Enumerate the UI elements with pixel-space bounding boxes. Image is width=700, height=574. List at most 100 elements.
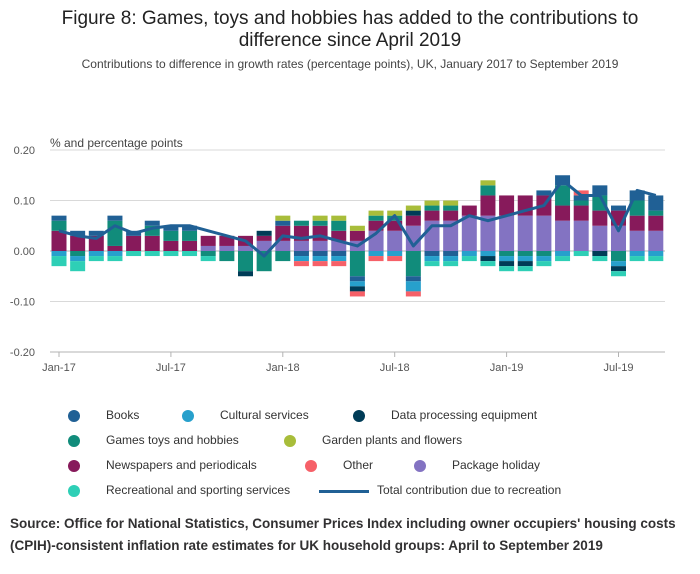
bar-segment: [555, 220, 571, 251]
bar-segment: [182, 230, 198, 241]
bar-segment: [592, 210, 608, 226]
bar-segment: [405, 215, 421, 226]
bar-segment: [648, 215, 664, 231]
bar-segment: [331, 261, 347, 267]
x-tick-label: Jan-18: [266, 362, 300, 374]
bar-segment: [144, 220, 160, 226]
bar-segment: [611, 251, 626, 262]
bar-segment: [424, 256, 440, 262]
bar-segment: [331, 220, 347, 231]
x-tick-label: Jan-19: [490, 362, 524, 374]
bar-segment: [275, 251, 291, 262]
bar-segment: [648, 256, 664, 262]
bar-segment: [517, 266, 533, 272]
chart-title-line-2: difference since April 2019: [238, 30, 462, 51]
bar-segment: [648, 195, 664, 211]
bar-segment: [443, 200, 459, 206]
bar-segment: [126, 251, 142, 257]
bar-segment: [70, 235, 86, 251]
bar-segment: [592, 251, 608, 257]
y-tick-label: 0.20: [14, 145, 35, 157]
bar-segment: [648, 210, 664, 216]
bar-segment: [517, 251, 533, 257]
bar-segment: [349, 286, 365, 292]
bar-segment: [144, 225, 160, 236]
bar-segment: [70, 261, 86, 272]
bar-segment: [163, 251, 179, 257]
source-note: Source: Office for National Statistics, …: [10, 516, 676, 553]
bar-segment: [480, 251, 496, 257]
bar-segment: [219, 251, 235, 262]
x-tick-label: Jul-17: [156, 362, 186, 374]
bar-segment: [349, 251, 365, 277]
bar-segment: [499, 256, 515, 262]
bar-segment: [312, 251, 328, 257]
bar-segment: [163, 230, 179, 241]
bar-segment: [312, 240, 328, 251]
bar-segment: [107, 245, 123, 251]
bar-segment: [368, 256, 384, 262]
bar-segment: [88, 251, 104, 257]
bar-segment: [200, 235, 216, 246]
bar-segment: [592, 256, 608, 262]
bar-segment: [349, 291, 365, 297]
bar-segment: [573, 205, 589, 221]
bar-segment: [480, 180, 496, 186]
bar-segment: [611, 225, 626, 251]
bar-segment: [238, 245, 253, 251]
bar-segment: [461, 251, 477, 257]
bar-segment: [293, 240, 309, 251]
bar-segment: [648, 230, 664, 251]
chart-subtitle: Contributions to difference in growth ra…: [81, 57, 619, 71]
bar-segment: [480, 185, 496, 196]
bar-segment: [312, 256, 328, 262]
bar-segment: [275, 220, 291, 226]
bar-segment: [611, 261, 626, 267]
y-tick-label: -0.10: [10, 297, 35, 309]
bar-segment: [499, 261, 515, 267]
bar-segment: [88, 230, 104, 236]
bar-segment: [312, 220, 328, 226]
bar-segment: [349, 225, 365, 231]
bar-segment: [499, 195, 515, 216]
bar-segment: [163, 240, 179, 251]
bar-segment: [144, 235, 160, 251]
bar-segment: [200, 245, 216, 251]
bar-segment: [443, 205, 459, 211]
x-tick-label: Jul-19: [604, 362, 634, 374]
bar-segment: [424, 261, 440, 267]
bar-segment: [182, 240, 198, 251]
bar-segment: [573, 195, 589, 201]
bar-segment: [256, 230, 272, 236]
bar-segment: [424, 251, 440, 257]
bar-segment: [51, 256, 67, 267]
bar-segment: [405, 210, 421, 216]
bar-segment: [424, 210, 440, 221]
bar-segment: [293, 251, 309, 257]
bar-segment: [219, 235, 235, 246]
y-tick-label: 0.00: [14, 246, 35, 258]
bar-segment: [611, 266, 626, 272]
bar-segment: [387, 251, 403, 257]
bar-segment: [517, 215, 533, 251]
bar-segment: [275, 240, 291, 251]
bar-segment: [592, 195, 608, 211]
bar-segment: [88, 256, 104, 262]
bar-segment: [368, 210, 384, 216]
bar-segment: [238, 251, 253, 272]
bar-segment: [443, 251, 459, 257]
bar-segment: [51, 215, 67, 221]
bar-segment: [424, 200, 440, 206]
bar-segment: [238, 271, 253, 277]
bar-segment: [555, 251, 571, 257]
x-tick-label: Jan-17: [42, 362, 76, 374]
bar-segment: [573, 251, 589, 257]
bar-segment: [256, 251, 272, 272]
bar-segment: [293, 256, 309, 262]
y-tick-label: 0.10: [14, 196, 35, 208]
bar-segment: [107, 251, 123, 257]
bar-segment: [536, 215, 552, 251]
bar-segment: [536, 190, 552, 196]
bar-segment: [256, 235, 272, 241]
